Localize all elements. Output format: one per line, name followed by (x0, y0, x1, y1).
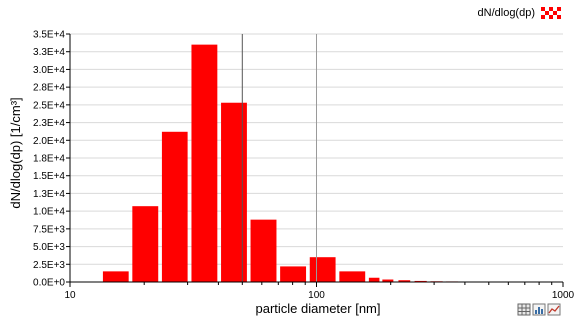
bar[interactable] (280, 266, 306, 282)
y-tick-label: 3.0E+4 (33, 65, 65, 76)
legend-swatch-icon (541, 7, 561, 19)
bar[interactable] (191, 45, 217, 282)
x-tick-label: 10 (64, 290, 76, 301)
y-tick-label: 3.3E+4 (33, 47, 65, 58)
bar[interactable] (369, 278, 380, 282)
y-tick-label: 5.0E+3 (33, 242, 65, 253)
legend-swatch-cell (549, 11, 553, 15)
legend-swatch-cell (541, 15, 545, 19)
legend-swatch-cell (557, 11, 561, 15)
legend-swatch-cell (541, 7, 545, 11)
bar[interactable] (339, 271, 365, 282)
y-tick-label: 2.5E+3 (33, 260, 65, 271)
y-tick-label: 2.3E+4 (33, 118, 65, 129)
legend-swatch-cell (549, 15, 553, 19)
legend-swatch-cell (541, 11, 545, 15)
legend-swatch-cell (545, 15, 549, 19)
legend-swatch-cell (557, 15, 561, 19)
bar[interactable] (251, 220, 277, 282)
bar[interactable] (132, 206, 158, 282)
ticks-layer: 0.0E+0 2.5E+3 5.0E+3 7.5E+3 1.0E+4 1.3E+4 1.5E… (33, 30, 575, 302)
table-icon[interactable] (518, 304, 530, 315)
legend-swatch-cell (553, 11, 557, 15)
y-tick-label: 1.0E+4 (33, 207, 65, 218)
grid-icon[interactable] (533, 304, 545, 315)
bar[interactable] (103, 271, 129, 282)
y-axis-label: dN/dlog(dp) [1/cm³] (8, 97, 23, 208)
y-tick-label: 1.5E+4 (33, 171, 65, 182)
y-tick-label: 1.3E+4 (33, 189, 65, 200)
legend-swatch-cell (545, 11, 549, 15)
x-axis-label: particle diameter [nm] (256, 301, 381, 316)
x-tick-label: 1000 (552, 290, 575, 301)
y-tick-label: 3.5E+4 (33, 30, 65, 41)
legend-swatch-cell (545, 7, 549, 11)
y-tick-label: 2.0E+4 (33, 136, 65, 147)
bar[interactable] (221, 103, 247, 282)
y-tick-label: 0.0E+0 (33, 278, 65, 289)
legend-swatch-cell (549, 7, 553, 11)
y-tick-label: 2.8E+4 (33, 83, 65, 94)
chart-settings-icon[interactable] (548, 304, 560, 315)
legend-swatch-cell (553, 7, 557, 11)
bar[interactable] (310, 257, 336, 282)
chart-toolbar[interactable] (518, 304, 560, 315)
bar[interactable] (162, 132, 188, 282)
legend-swatch-cell (553, 15, 557, 19)
legend-swatch-cell (557, 7, 561, 11)
y-tick-label: 1.8E+4 (33, 154, 65, 165)
x-tick-label: 100 (308, 290, 325, 301)
y-tick-label: 7.5E+3 (33, 224, 65, 235)
legend-entry-label: dN/dlog(dp) (478, 7, 535, 19)
legend[interactable]: dN/dlog(dp) (478, 7, 561, 19)
y-tick-label: 2.5E+4 (33, 100, 65, 111)
